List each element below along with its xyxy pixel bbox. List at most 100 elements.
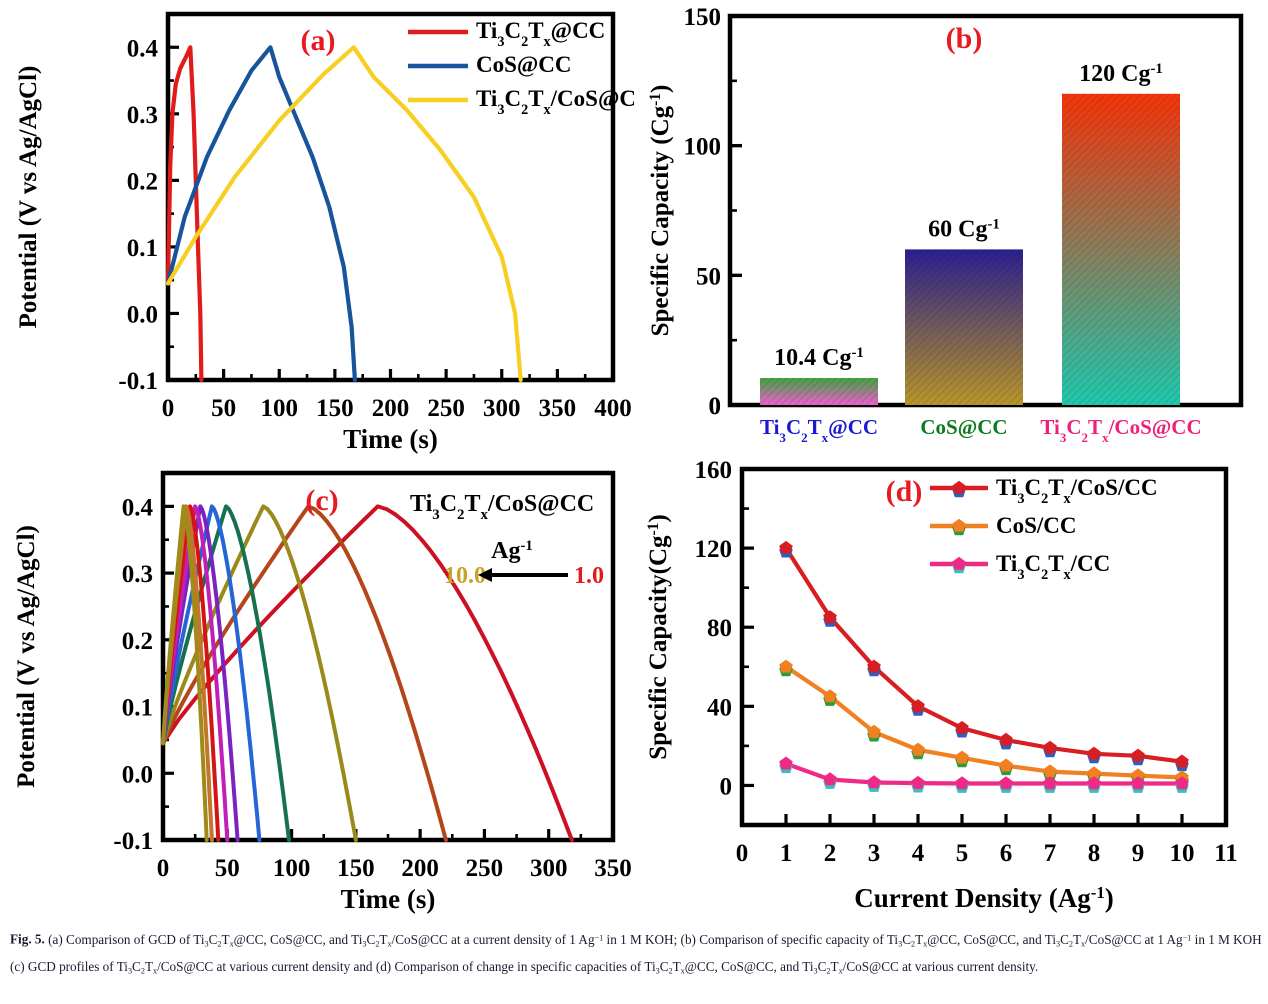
x-tick-label: 3 <box>868 840 881 867</box>
panel-c-label: (c) <box>305 484 338 517</box>
y-tick-label: 0.2 <box>127 168 158 195</box>
panel-c: 0 50 100 150 200 250 300 350 -0.1 0.0 0.1 0.2 0.3 0.4… <box>0 455 634 920</box>
y-tick-label: 50 <box>696 263 721 290</box>
y-tick-label: -0.1 <box>113 828 153 855</box>
panel-c-annotation-high: 10.0 <box>444 563 486 589</box>
panel-b-category-label-1: CoS@CC <box>920 415 1007 439</box>
panel-d-xlabel: Current Density (Ag-1) <box>854 883 1113 914</box>
panel-d-marker-2-4 <box>955 776 969 790</box>
x-tick-label: 400 <box>594 395 632 422</box>
panel-d-plot-frame <box>739 466 1229 828</box>
y-tick-label: 150 <box>684 4 722 31</box>
x-tick-label: 10 <box>1170 840 1195 867</box>
panel-a-legend-label-0: Ti3C2Tx@CC <box>476 18 605 50</box>
y-zero-label: 0 <box>709 393 722 420</box>
panel-a-plot-frame <box>165 11 616 383</box>
x-tick-label: 50 <box>215 855 240 882</box>
panel-b-value-label-1: 60 Cg-1 <box>928 216 1000 242</box>
panel-b-value-label-2: 120 Cg-1 <box>1079 61 1163 87</box>
panel-d-marker-1-1 <box>823 689 837 703</box>
panel-a-curve-1 <box>165 45 357 383</box>
panel-d-marker-1-0 <box>779 659 793 673</box>
x-tick-label: 4 <box>912 840 925 867</box>
panel-d: 0 1 2 3 4 5 6 7 8 9 10 11 0 40 80 120 160 Current Density… <box>634 455 1268 920</box>
x-tick-label: 100 <box>273 855 311 882</box>
panel-d-legend-marker-2 <box>952 556 966 570</box>
panel-d-marker-0-0 <box>779 540 793 554</box>
panel-b-label: (b) <box>946 22 983 55</box>
panel-c-annotation-low: 1.0 <box>574 563 604 589</box>
panel-b-ylabel: Specific Capacity (Cg-1) <box>647 85 675 337</box>
panel-d-marker-1-3 <box>911 742 925 756</box>
panel-d-legend-marker-0 <box>952 480 966 494</box>
panel-b-category-label-0: Ti3C2Tx@CC <box>760 415 878 445</box>
x-tick-label: 0 <box>736 840 749 867</box>
panel-b-bar-hatch-2 <box>1062 93 1180 406</box>
panel-d-marker-2-0 <box>779 756 793 770</box>
y-tick-label: 0.3 <box>122 561 153 588</box>
panel-c-ylabel: Potential (V vs Ag/AgCl) <box>13 525 40 788</box>
x-tick-label: 0 <box>157 855 170 882</box>
panel-c-curve-5 <box>161 504 240 842</box>
panel-c-curve-6 <box>161 504 230 842</box>
y-tick-label: 0.4 <box>127 35 159 62</box>
panel-d-marker-0-6 <box>1043 740 1057 754</box>
panel-a-legend-label-2: Ti3C2Tx/CoS@CC <box>476 86 634 118</box>
panel-d-marker-0-7 <box>1087 746 1101 760</box>
x-tick-label: 11 <box>1214 840 1238 867</box>
x-tick-label: 7 <box>1044 840 1057 867</box>
x-tick-label: 8 <box>1088 840 1101 867</box>
panel-d-marker-1-8 <box>1131 768 1145 782</box>
panel-c-annotation-title: Ti3C2Tx/CoS@CC <box>410 491 594 523</box>
panel-c-curve-4 <box>161 504 262 842</box>
panel-a-ylabel: Potential (V vs Ag/AgCl) <box>15 66 42 329</box>
panel-d-marker-0-1 <box>823 610 837 624</box>
panel-d-marker-1-5 <box>999 758 1013 772</box>
x-tick-label: 50 <box>211 395 236 422</box>
panel-d-marker-0-4 <box>955 720 969 734</box>
y-tick-label: 0.0 <box>127 301 158 328</box>
x-tick-label: 1 <box>780 840 793 867</box>
panel-a-xlabel: Time (s) <box>343 424 438 454</box>
panel-d-marker-2-2 <box>867 775 881 789</box>
panel-d-marker-1-7 <box>1087 766 1101 780</box>
panel-d-ylabel: Specific Capacity(Cg-1) <box>645 514 673 760</box>
panel-d-marker-2-7 <box>1087 776 1101 790</box>
panel-d-label: (d) <box>886 475 923 508</box>
figure-caption: Fig. 5. (a) Comparison of GCD of Ti3C2Tx… <box>10 926 1262 982</box>
panel-d-line-2 <box>785 761 1182 786</box>
panel-d-legend-marker-1 <box>952 518 966 532</box>
y-tick-label: 0.0 <box>122 761 153 788</box>
y-tick-label: 0 <box>709 393 722 420</box>
panel-d-marker-0-8 <box>1131 748 1145 762</box>
panel-d-marker-0-5 <box>999 732 1013 746</box>
x-tick-label: 2 <box>824 840 837 867</box>
panel-a-curve-0 <box>165 45 204 383</box>
panel-d-line-0 <box>784 546 1183 764</box>
y-tick-label: 100 <box>684 134 722 161</box>
x-tick-label: 9 <box>1132 840 1145 867</box>
panel-d-marker-0-3 <box>911 699 925 713</box>
y-tick-label: 120 <box>695 536 733 563</box>
x-tick-label: 250 <box>466 855 504 882</box>
y-tick-label: 0.2 <box>122 628 153 655</box>
panel-c-curve-1 <box>161 504 448 842</box>
x-tick-label: 300 <box>530 855 568 882</box>
y-tick-label: -0.1 <box>118 368 158 395</box>
panel-d-marker-2-9 <box>1175 776 1189 790</box>
panel-b-bar-hatch-0 <box>760 378 878 405</box>
x-tick-label: 350 <box>594 855 632 882</box>
y-tick-label: 0 <box>720 773 733 800</box>
x-tick-label: 0 <box>162 395 175 422</box>
panel-c-curve-3 <box>161 504 291 842</box>
panel-d-marker-0-9 <box>1175 754 1189 768</box>
y-tick-label: 80 <box>707 615 732 642</box>
panel-a-label: (a) <box>301 24 336 57</box>
panel-d-canvas: 0 1 2 3 4 5 6 7 8 9 10 11 0 40 80 120 160 Current Density… <box>645 457 1238 914</box>
x-tick-label: 350 <box>539 395 577 422</box>
panel-a-legend-label-1: CoS@CC <box>476 52 572 78</box>
y-tick-label: 0.1 <box>127 235 158 262</box>
panel-a: 0 50 100 150 200 250 300 350 400 -0.1 0.0 0.1 0.2 0.3… <box>0 0 634 460</box>
panel-a-canvas: 0 50 100 150 200 250 300 350 400 -0.1 0.0 0.1 0.2 0.3… <box>15 11 634 454</box>
